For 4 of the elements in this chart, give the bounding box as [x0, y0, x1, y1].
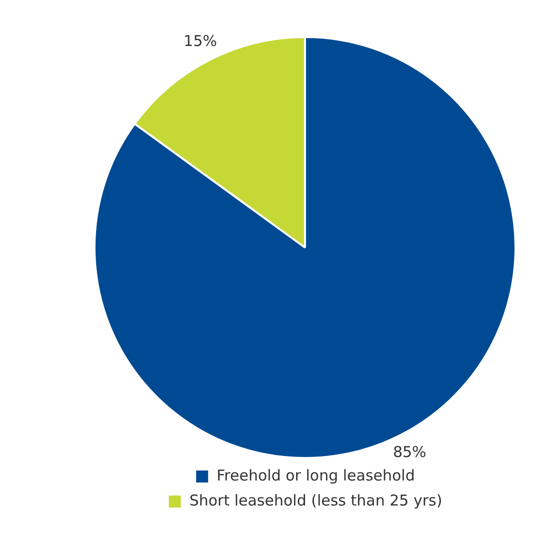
data-label: 85% [392, 442, 426, 461]
legend-label: Freehold or long leasehold [216, 466, 415, 484]
legend-label: Short leasehold (less than 25 yrs) [189, 491, 442, 510]
data-label: 15% [184, 32, 218, 50]
